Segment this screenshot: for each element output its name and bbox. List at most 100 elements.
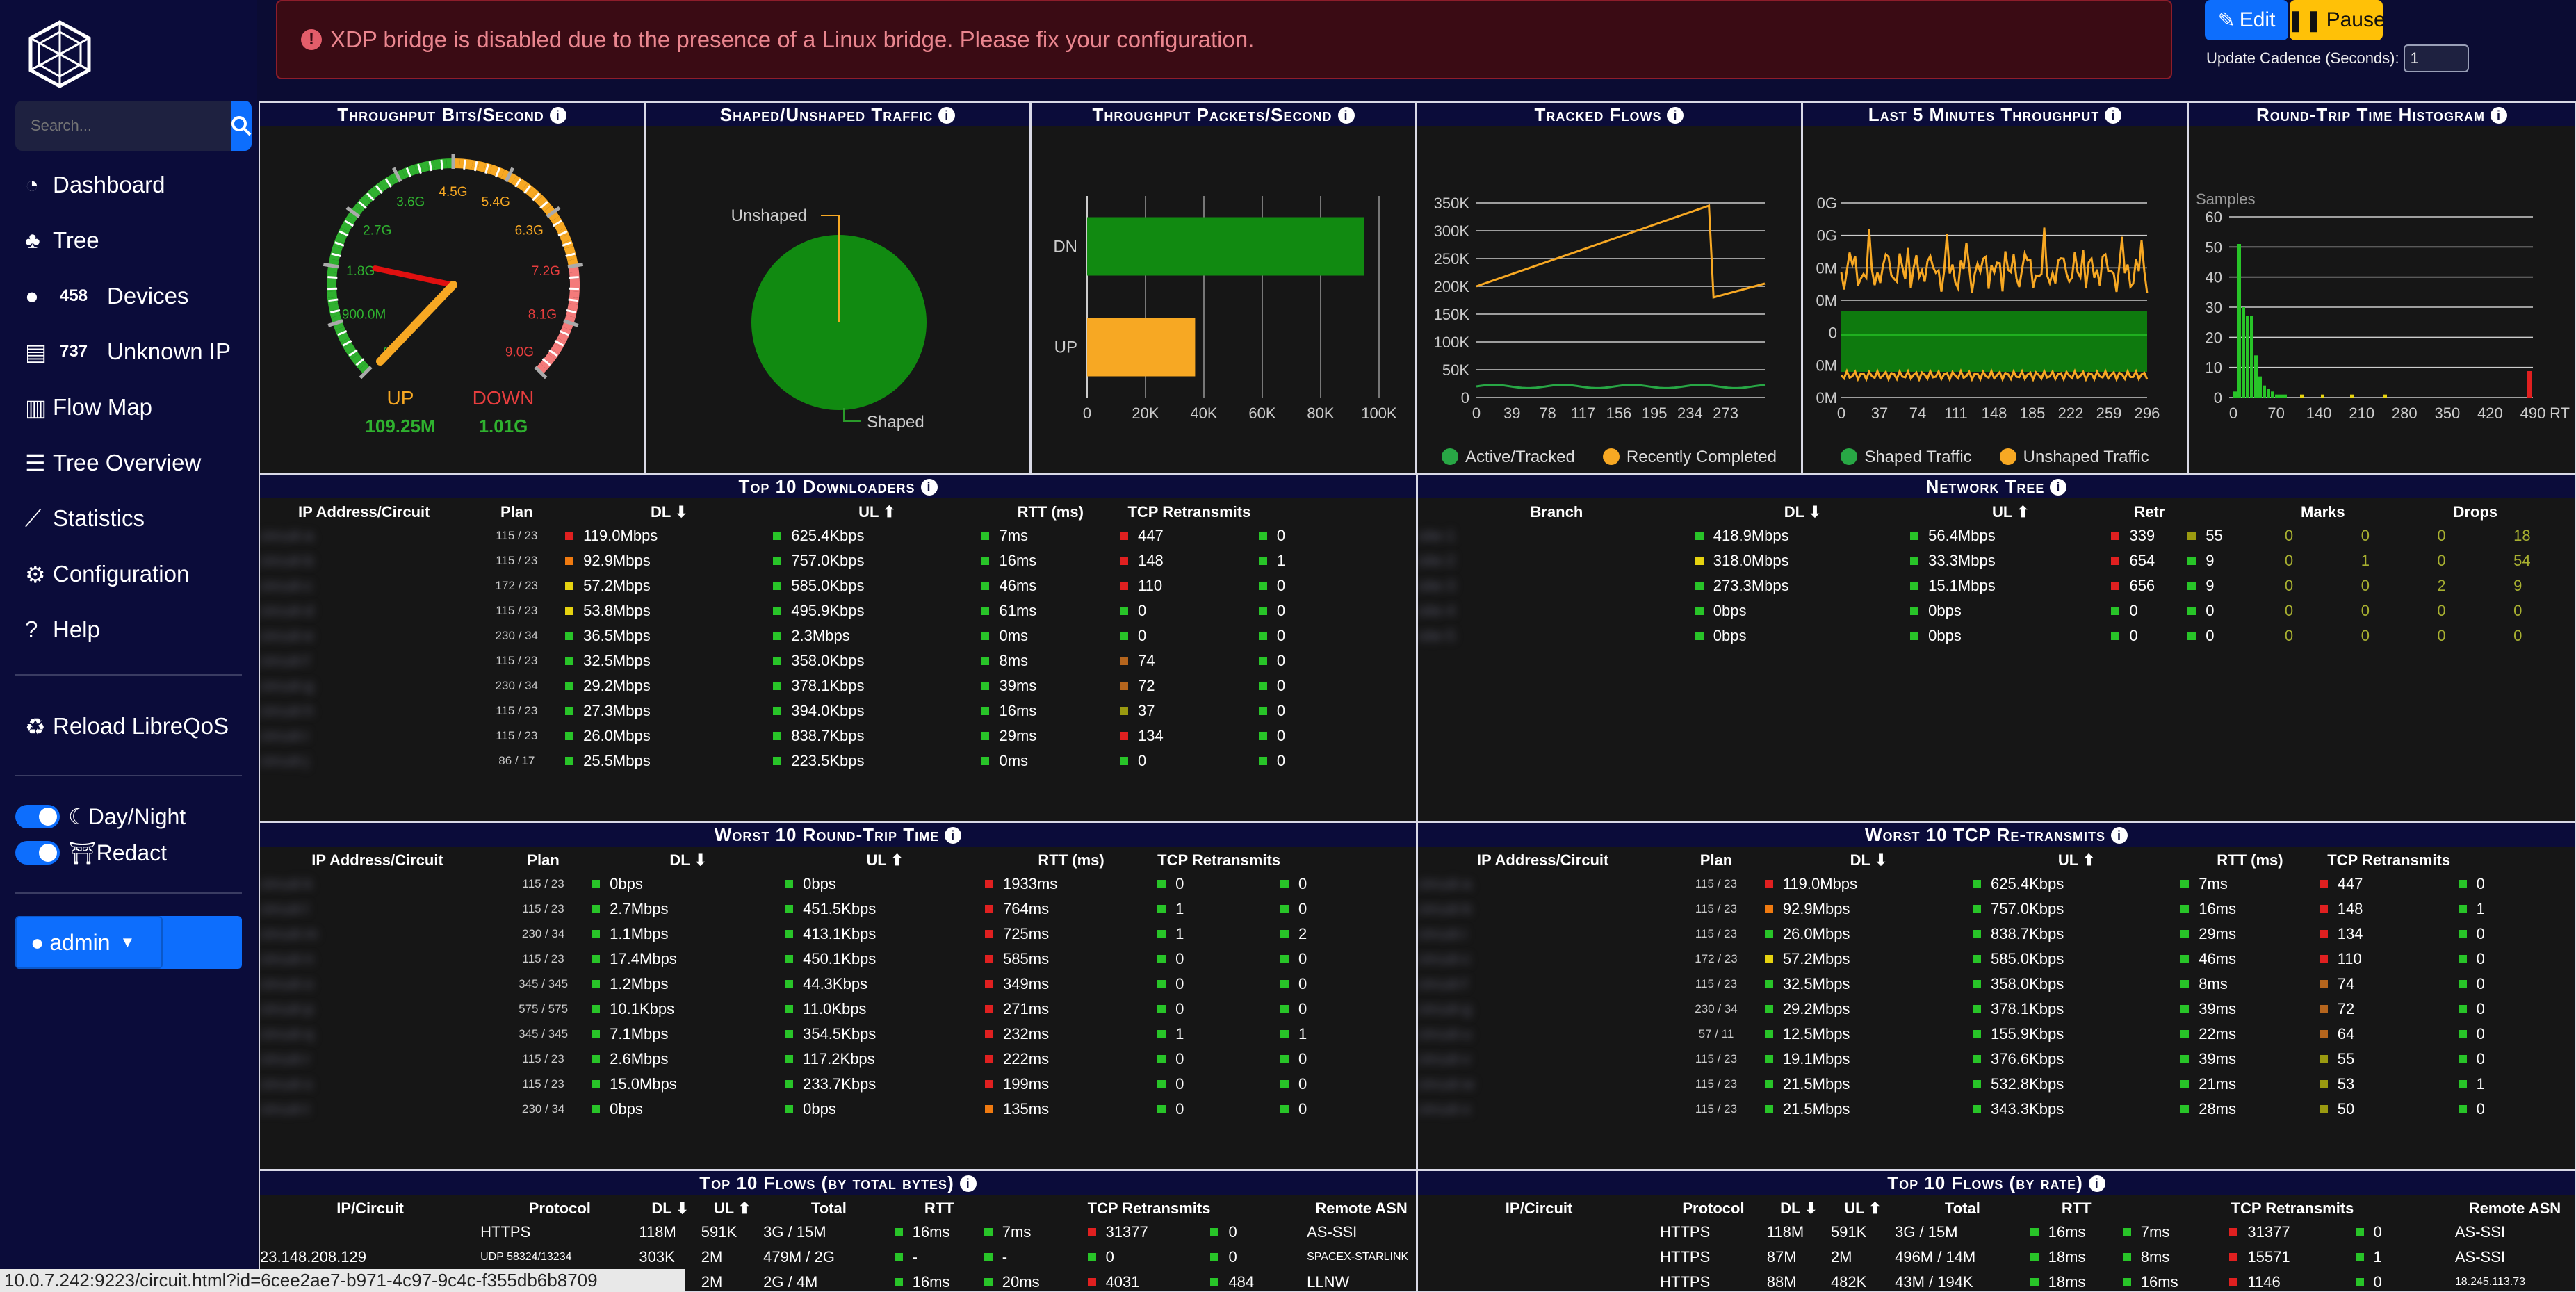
col-remote-asn[interactable]: Remote ASN [2468, 1200, 2561, 1217]
table-row[interactable]: circuit-r 115 / 23 2.6Mbps 117.2Kbps 222ms 0 0 [260, 1047, 1416, 1072]
col-plan[interactable]: Plan [527, 851, 560, 869]
table-row[interactable]: circuit-g 230 / 34 29.2Mbps 378.1Kbps 39ms 72… [1418, 997, 2575, 1022]
table-row[interactable]: HTTPS 87M 2M 496M / 14M 18ms 8ms 15571 1 AS-SSI [1418, 1245, 2575, 1270]
info-icon[interactable]: i [2491, 107, 2508, 124]
col-retr[interactable]: Retr [2134, 503, 2165, 521]
day-night-toggle[interactable] [15, 805, 60, 828]
table-row[interactable]: site-2 318.0Mbps 33.3Mbps 654 9 0 1 0 54 [1418, 548, 2575, 573]
table-row[interactable]: circuit-d 115 / 23 53.8Mbps 495.9Kbps 61ms 0 0 [260, 598, 1416, 623]
col-branch[interactable]: Branch [1530, 503, 1583, 521]
col-remote-asn[interactable]: Remote ASN [1315, 1200, 1408, 1217]
col-rtt[interactable]: RTT (ms) [2217, 851, 2283, 869]
table-row[interactable]: site-4 0bps 0bps 0 0 0 0 0 0 [1418, 598, 2575, 623]
col-ul[interactable]: UL ⬆ [2057, 851, 2096, 869]
user-dropdown-button[interactable]: ● admin ▼ [15, 916, 163, 969]
info-icon[interactable]: i [2105, 107, 2122, 124]
table-row[interactable]: HTTPS 118M 591K 3G / 15M 16ms 7ms 31377 0 AS-SSI [1418, 1220, 2575, 1245]
table-row[interactable]: circuit-v 115 / 23 19.1Mbps 376.6Kbps 39ms 55… [1418, 1047, 2575, 1072]
table-row[interactable]: circuit-b 115 / 23 92.9Mbps 757.0Kbps 16ms 14… [260, 548, 1416, 573]
edit-button[interactable]: ✎ Edit [2205, 0, 2288, 40]
col-dl[interactable]: DL ⬇ [1784, 503, 1822, 521]
col-ul[interactable]: UL ⬆ [858, 503, 896, 521]
col-total[interactable]: Total [1944, 1200, 1980, 1217]
legend-recent[interactable]: Recently Completed [1602, 448, 1777, 467]
cadence-input[interactable] [2403, 44, 2469, 72]
nav-dashboard[interactable]: ◔ Dashboard [25, 157, 231, 213]
table-row[interactable]: circuit-p 575 / 575 10.1Kbps 11.0Kbps 271ms 0… [260, 997, 1416, 1022]
col-drops-2[interactable] [2513, 501, 2575, 523]
info-icon[interactable]: i [920, 479, 938, 496]
table-row[interactable]: circuit-c 172 / 23 57.2Mbps 585.0Kbps 46ms 11… [1418, 947, 2575, 972]
col-rtt-2[interactable] [2123, 1197, 2230, 1220]
col-drops[interactable]: Drops [2453, 503, 2498, 521]
table-row[interactable]: circuit-i 115 / 23 26.0Mbps 838.7Kbps 29ms 13… [260, 723, 1416, 749]
nav-tree[interactable]: ♣ Tree [25, 213, 231, 268]
table-row[interactable]: circuit-l 115 / 23 2.7Mbps 451.5Kbps 764ms 1 0 [260, 897, 1416, 922]
col-protocol[interactable]: Protocol [528, 1200, 591, 1217]
legend-unshaped[interactable]: Unshaped Traffic [1999, 448, 2149, 467]
table-row[interactable]: circuit-x 115 / 23 21.5Mbps 343.3Kbps 28ms 50… [1418, 1097, 2575, 1122]
table-row[interactable]: site-3 273.3Mbps 15.1Mbps 656 9 0 0 2 9 [1418, 573, 2575, 598]
col-ul[interactable]: UL ⬆ [1844, 1200, 1882, 1217]
redact-toggle[interactable] [15, 841, 60, 865]
info-icon[interactable]: i [938, 107, 956, 124]
col-ul[interactable]: UL ⬆ [1992, 503, 2030, 521]
col-ul[interactable]: UL ⬆ [866, 851, 904, 869]
col-total[interactable]: Total [810, 1200, 847, 1217]
pause-button[interactable]: ❚❚ Pause [2287, 0, 2386, 40]
table-row[interactable]: circuit-w 115 / 23 21.5Mbps 532.8Kbps 21ms 53… [1418, 1072, 2575, 1097]
col-dl[interactable]: DL ⬇ [669, 851, 707, 869]
reload-libreqos[interactable]: ♻ Reload LibreQoS [25, 698, 229, 754]
col-plan[interactable]: Plan [1699, 851, 1733, 869]
table-row[interactable]: circuit-m 230 / 34 1.1Mbps 413.1Kbps 725ms 1 2 [260, 922, 1416, 947]
table-row[interactable]: circuit-n 115 / 23 17.4Mbps 450.1Kbps 585ms 0… [260, 947, 1416, 972]
table-row[interactable]: site-5 0bps 0bps 0 0 0 0 0 0 [1418, 623, 2575, 648]
table-row[interactable]: circuit-t 230 / 34 0bps 0bps 135ms 0 0 [260, 1097, 1416, 1122]
table-row[interactable]: circuit-f 115 / 23 32.5Mbps 358.0Kbps 8ms 74 0 [1418, 972, 2575, 997]
col-tcp-retransmits[interactable]: TCP Retransmits [1127, 503, 1251, 521]
table-row[interactable]: circuit-i 115 / 23 26.0Mbps 838.7Kbps 29ms 13… [1418, 922, 2575, 947]
legend-shaped[interactable]: Shaped Traffic [1841, 448, 1972, 467]
table-row[interactable]: circuit-u 57 / 11 12.5Mbps 155.9Kbps 22ms 64 0 [1418, 1022, 2575, 1047]
table-row[interactable]: circuit-a 115 / 23 119.0Mbps 625.4Kbps 7ms 44… [1418, 872, 2575, 897]
table-row[interactable]: HTTPS 88M 482K 43M / 194K 18ms 16ms 1146 0 18.24… [1418, 1270, 2575, 1291]
col-tcp-retransmits-2[interactable] [1259, 501, 1416, 523]
table-row[interactable]: circuit-f 115 / 23 32.5Mbps 358.0Kbps 8ms 74 0 [260, 648, 1416, 673]
table-row[interactable]: circuit-c 172 / 23 57.2Mbps 585.0Kbps 46ms 11… [260, 573, 1416, 598]
col-dl[interactable]: DL ⬇ [1850, 851, 1888, 869]
info-icon[interactable]: i [1667, 107, 1684, 124]
search-input[interactable] [15, 101, 231, 151]
col-tcp-retransmits[interactable]: TCP Retransmits [1087, 1200, 1211, 1217]
col-tcp-retransmits-2[interactable] [2356, 1197, 2455, 1220]
col-tcp-retransmits[interactable]: TCP Retransmits [2327, 851, 2451, 869]
legend-active[interactable]: Active/Tracked [1442, 448, 1575, 467]
info-icon[interactable]: i [549, 107, 566, 124]
libreqos-logo[interactable] [26, 19, 93, 89]
col-tcp-retransmits-2[interactable] [1280, 849, 1416, 872]
nav-help[interactable]: ? Help [25, 602, 231, 657]
col-retr-2[interactable] [2187, 501, 2285, 523]
col-ip-circuit[interactable]: IP/Circuit [1505, 1200, 1573, 1217]
table-row[interactable]: circuit-g 230 / 34 29.2Mbps 378.1Kbps 39ms 72… [260, 673, 1416, 698]
user-menu[interactable]: ● admin ▼ [15, 916, 242, 969]
table-row[interactable]: site-1 418.9Mbps 56.4Mbps 339 55 0 0 0 18 [1418, 523, 2575, 548]
col-tcp-retransmits[interactable]: TCP Retransmits [1157, 851, 1281, 869]
table-row[interactable]: circuit-q 345 / 345 7.1Mbps 354.5Kbps 232ms 1… [260, 1022, 1416, 1047]
table-row[interactable]: 23.148.208.129 UDP 58324/13234 303K 2M 479M … [260, 1245, 1416, 1270]
col-ip-circuit[interactable]: IP/Circuit [336, 1200, 404, 1217]
search-button[interactable] [231, 101, 252, 151]
table-row[interactable]: HTTPS 118M 591K 3G / 15M 16ms 7ms 31377 0 AS-SSI [260, 1220, 1416, 1245]
col-plan[interactable]: Plan [500, 503, 533, 521]
info-icon[interactable]: i [2050, 479, 2067, 496]
nav-tree-overview[interactable]: ☰ Tree Overview [25, 435, 231, 491]
col-marks-2[interactable] [2361, 501, 2438, 523]
col-dl[interactable]: DL ⬇ [651, 1200, 689, 1217]
col-rtt[interactable]: RTT (ms) [1038, 851, 1104, 869]
table-row[interactable]: circuit-k 115 / 23 0bps 0bps 1933ms 0 0 [260, 872, 1416, 897]
col-ip[interactable]: IP Address/Circuit [297, 503, 430, 521]
nav-devices[interactable]: ● 458 Devices [25, 268, 231, 324]
col-rtt-2[interactable] [984, 1197, 1088, 1220]
table-row[interactable]: circuit-j 86 / 17 25.5Mbps 223.5Kbps 0ms 0 0 [260, 749, 1416, 774]
info-icon[interactable]: i [2111, 827, 2128, 844]
nav-configuration[interactable]: ⚙ Configuration [25, 546, 231, 602]
